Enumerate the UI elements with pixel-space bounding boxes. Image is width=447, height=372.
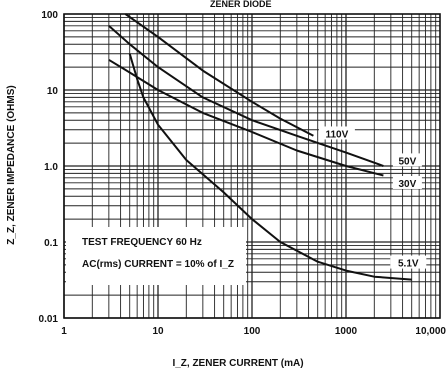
y-tick-label: 10 [47, 86, 59, 97]
y-tick-label: 100 [41, 10, 58, 21]
test-conditions-box: TEST FREQUENCY 60 Hz AC(rms) CURRENT = 1… [66, 227, 246, 285]
curves [108, 13, 412, 281]
y-axis-title: Z_Z, ZENER IMPEDANCE (OHMS) [6, 85, 17, 244]
curve-label-bg [392, 175, 422, 189]
curve-label-110v: 110V [325, 129, 348, 140]
curve-50v [108, 25, 384, 167]
curve-label-30v: 30V [399, 179, 417, 190]
curve-label-bg [318, 126, 355, 140]
curve-labels: 110V 50V 30V 5.1V [318, 126, 427, 270]
y-tick-label: 1.0 [44, 162, 58, 173]
curve-label-bg [392, 153, 422, 167]
note-ac-current: AC(rms) CURRENT = 10% of I_Z [82, 259, 234, 270]
curve-label-bg [390, 255, 427, 269]
tick-labels: 1 10 100 1000 10,000 0.01 0.1 1.0 10 100 [39, 10, 447, 337]
x-tick-label: 1000 [335, 326, 358, 337]
x-tick-label: 10,000 [415, 326, 446, 337]
x-tick-label: 10 [152, 326, 164, 337]
y-tick-label: 0.1 [44, 238, 58, 249]
x-tick-label: 100 [244, 326, 261, 337]
y-tick-label: 0.01 [39, 314, 59, 325]
curve-label-5-1v: 5.1V [398, 259, 419, 270]
curve-30v [108, 58, 384, 177]
note-test-frequency: TEST FREQUENCY 60 Hz [82, 237, 202, 248]
x-tick-label: 1 [61, 326, 67, 337]
curve-110v [124, 13, 314, 137]
x-axis-title: I_Z, ZENER CURRENT (mA) [172, 358, 303, 369]
curve-label-50v: 50V [399, 156, 417, 167]
curve-5-1v [128, 53, 412, 281]
header-text: ZENER DIODE [210, 0, 272, 9]
plot-frame [63, 13, 441, 319]
